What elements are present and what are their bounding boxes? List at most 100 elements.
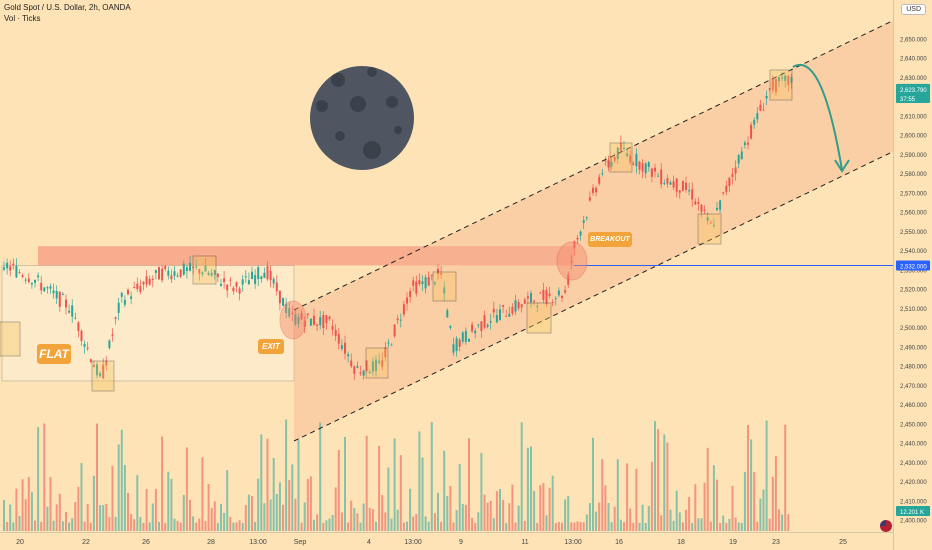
volume-bar <box>675 490 678 531</box>
volume-bar <box>579 522 582 531</box>
candle-body <box>300 312 303 320</box>
candle-body <box>731 173 734 177</box>
volume-bar <box>601 459 604 531</box>
volume-layer <box>3 419 790 531</box>
volume-bar <box>781 514 784 531</box>
candle-body <box>136 283 139 290</box>
volume-bar <box>582 522 585 531</box>
candle-body <box>9 266 12 271</box>
highlight-box <box>526 302 552 334</box>
candle-body <box>86 347 89 349</box>
candle-body <box>495 315 498 323</box>
currency-button[interactable]: USD <box>901 4 926 15</box>
volume-bar <box>210 508 213 531</box>
volume-bar <box>545 515 548 531</box>
candle-body <box>12 263 15 266</box>
volume-bar <box>595 511 598 531</box>
volume-bar <box>554 522 557 531</box>
volume-bar <box>576 521 579 531</box>
candle-body <box>167 270 170 276</box>
candle-body <box>616 147 619 160</box>
price-tick-label: 2,450.000 <box>900 422 927 428</box>
candle-body <box>536 305 539 307</box>
candle-body <box>647 162 650 168</box>
candle-body <box>46 287 49 289</box>
volume-bar <box>734 517 737 531</box>
volume-bar <box>300 522 303 531</box>
volume-bar <box>139 516 142 531</box>
volume-bar <box>461 504 464 531</box>
candle-body <box>681 180 684 191</box>
volume-bar <box>430 422 433 531</box>
volume-bar <box>774 456 777 531</box>
candle-body <box>216 273 219 278</box>
candle-body <box>356 365 359 368</box>
candle-body <box>362 370 365 376</box>
candle-body <box>390 344 393 346</box>
volume-bar <box>80 463 83 531</box>
candle-body <box>195 266 198 268</box>
volume-bar <box>728 518 731 531</box>
time-tick-label: Sep <box>294 539 307 546</box>
volume-bar <box>511 484 514 531</box>
volume-bar <box>74 502 77 531</box>
candle-body <box>477 324 480 326</box>
candle-body <box>30 282 33 285</box>
candle-body <box>576 237 579 240</box>
highlight-box <box>769 69 793 101</box>
volume-bar <box>154 488 157 531</box>
volume-bar <box>787 514 790 531</box>
volume-bar <box>778 509 780 531</box>
price-tick-label: 2,530.000 <box>900 268 927 274</box>
volume-bar <box>182 494 185 531</box>
candle-body <box>725 185 728 193</box>
highlight-box <box>192 255 217 285</box>
volume-bar <box>344 437 346 531</box>
candle-body <box>548 293 551 296</box>
volume-bar <box>353 508 356 531</box>
candle-body <box>117 302 120 313</box>
volume-bar <box>650 461 653 531</box>
volume-bar <box>495 491 498 531</box>
volume-bar <box>539 485 542 531</box>
candle-body <box>365 360 368 372</box>
price-tick-label: 2,440.000 <box>900 442 927 448</box>
channel-lower-line <box>293 151 894 442</box>
volume-bar <box>471 517 474 531</box>
volume-bar <box>185 447 188 531</box>
candle-body <box>142 281 145 285</box>
volume-bar <box>464 504 467 531</box>
candle-body <box>440 273 443 275</box>
time-tick-label: 9 <box>459 539 463 546</box>
volume-bar <box>765 420 768 531</box>
volume-bar <box>681 522 684 531</box>
volume-bar <box>309 476 312 531</box>
volume-bar <box>598 502 601 531</box>
candle-body <box>461 332 464 342</box>
volume-bar <box>30 492 33 531</box>
price-tick-label: 2,520.000 <box>900 288 927 294</box>
volume-bar <box>164 522 167 531</box>
volume-bar <box>9 504 12 531</box>
price-tick-label: 2,420.000 <box>900 480 927 486</box>
candle-body <box>638 161 641 170</box>
volume-bar <box>61 521 64 531</box>
volume-bar <box>328 518 331 531</box>
time-axis: 20 22 26 28 13:00 Sep 4 13:00 9 11 13:00 16 18 19 23 25 <box>0 532 893 546</box>
candle-body <box>663 183 666 185</box>
volume-bar <box>567 496 570 531</box>
candle-body <box>223 278 226 283</box>
volume-bar <box>570 522 573 531</box>
candle-body <box>18 272 21 274</box>
volume-bar <box>49 477 52 531</box>
volume-bar <box>480 452 483 531</box>
volume-bar <box>220 503 222 531</box>
candle-body <box>306 313 309 316</box>
candle-body <box>375 359 377 371</box>
volume-bar <box>102 505 105 531</box>
volume-bar <box>375 521 377 531</box>
time-tick-label: 23 <box>772 539 780 546</box>
price-tick-label: 2,640.000 <box>900 57 927 63</box>
candle-body <box>272 278 275 284</box>
price-label-box <box>896 93 930 104</box>
